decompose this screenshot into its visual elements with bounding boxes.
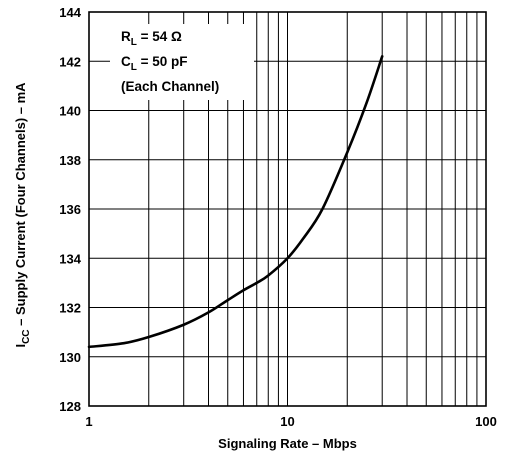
- legend-cl-subscript: L: [131, 62, 137, 73]
- y-tick-labels: 128 130 132 134 136 138 140 142 144: [59, 5, 81, 414]
- y-axis-label: ICC – Supply Current (Four Channels) – m…: [13, 82, 32, 348]
- x-axis-label: Signaling Rate – Mbps: [218, 436, 357, 451]
- y-axis-label-prefix: I: [13, 344, 28, 348]
- legend-box: RL = 54 Ω CL = 50 pF (Each Channel): [110, 24, 254, 100]
- plot-frame: [88, 11, 487, 407]
- y-tick-label: 130: [59, 350, 81, 365]
- y-axis-label-text: – Supply Current (Four Channels) – mA: [13, 82, 28, 330]
- legend-rl-value: = 54 Ω: [137, 29, 182, 44]
- y-tick-label: 136: [59, 202, 81, 217]
- legend-cl-value: = 50 pF: [137, 54, 188, 69]
- y-tick-label: 132: [59, 301, 81, 316]
- x-tick-label: 100: [475, 414, 497, 429]
- y-axis-label-subscript: CC: [21, 329, 32, 343]
- legend-rl-subscript: L: [131, 37, 137, 48]
- y-tick-label: 134: [59, 251, 81, 266]
- y-tick-label: 144: [59, 5, 81, 20]
- legend-each-channel: (Each Channel): [121, 79, 219, 94]
- y-tick-label: 138: [59, 153, 81, 168]
- x-tick-label: 10: [280, 414, 294, 429]
- legend-cl: CL = 50 pF: [121, 54, 188, 73]
- series-line: [87, 55, 384, 349]
- y-tick-label: 128: [59, 399, 81, 414]
- x-tick-label: 1: [85, 414, 92, 429]
- y-tick-label: 142: [59, 54, 81, 69]
- x-tick-labels: 1 10 100: [85, 414, 496, 429]
- legend-rl-prefix: R: [121, 29, 131, 44]
- legend-cl-prefix: C: [121, 54, 131, 69]
- legend-background: [110, 24, 254, 100]
- legend-rl: RL = 54 Ω: [121, 29, 182, 48]
- y-tick-label: 140: [59, 104, 81, 119]
